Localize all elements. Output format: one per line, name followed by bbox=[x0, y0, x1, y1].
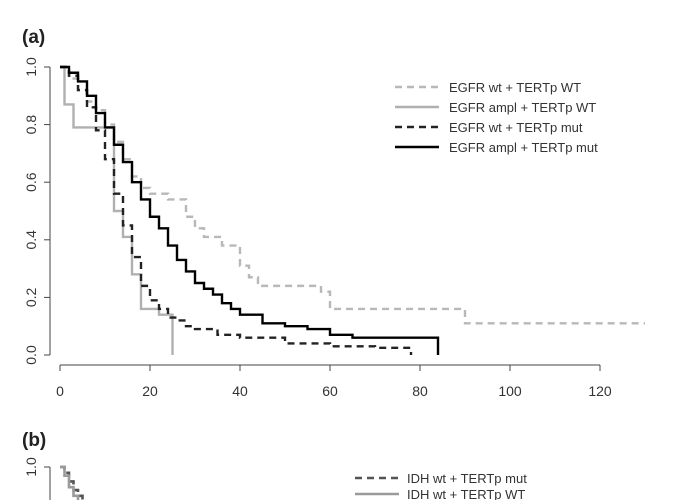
panel-a-axes: 0 20 40 60 80 100 120 0.0 0.2 0.4 0.6 0.8 1.0 bbox=[23, 57, 612, 399]
series-line bbox=[60, 65, 413, 355]
y-tick-label: 0.4 bbox=[23, 230, 39, 250]
x-tick-label: 20 bbox=[142, 383, 158, 399]
series-line bbox=[60, 465, 84, 500]
series-line bbox=[60, 65, 440, 355]
x-tick-label: 40 bbox=[232, 383, 248, 399]
panel-b-label: (b) bbox=[22, 430, 46, 451]
series-line bbox=[60, 465, 80, 500]
y-tick-label: 1.0 bbox=[23, 457, 39, 477]
y-tick-label: 0.6 bbox=[23, 172, 39, 192]
legend-label: EGFR wt + TERTp mut bbox=[449, 120, 583, 135]
legend-label: IDH wt + TERTp WT bbox=[407, 487, 525, 500]
y-tick-label: 0.0 bbox=[23, 345, 39, 365]
panel-a: (a) 0 20 40 60 80 100 120 0.0 0.2 0.4 0.6 0.8 1.0 EG… bbox=[22, 27, 645, 399]
x-tick-label: 60 bbox=[322, 383, 338, 399]
legend-label: EGFR ampl + TERTp WT bbox=[449, 100, 596, 115]
x-tick-label: 100 bbox=[498, 383, 522, 399]
legend-label: IDH wt + TERTp mut bbox=[407, 471, 527, 486]
panel-a-label: (a) bbox=[22, 27, 45, 48]
y-tick-label: 1.0 bbox=[23, 57, 39, 77]
series-line bbox=[60, 65, 174, 355]
y-tick-label: 0.2 bbox=[23, 287, 39, 307]
panel-a-series bbox=[60, 65, 645, 355]
x-tick-label: 120 bbox=[588, 383, 612, 399]
panel-b-series bbox=[60, 465, 84, 500]
y-tick-label: 0.8 bbox=[23, 115, 39, 135]
legend-label: EGFR wt + TERTp WT bbox=[449, 80, 581, 95]
x-tick-label: 80 bbox=[412, 383, 428, 399]
legend-label: EGFR ampl + TERTp mut bbox=[449, 140, 598, 155]
x-tick-label: 0 bbox=[56, 383, 64, 399]
panel-a-legend: EGFR wt + TERTp WT EGFR ampl + TERTp WT EG… bbox=[395, 80, 598, 155]
panel-b-axes: 1.0 bbox=[23, 457, 51, 500]
